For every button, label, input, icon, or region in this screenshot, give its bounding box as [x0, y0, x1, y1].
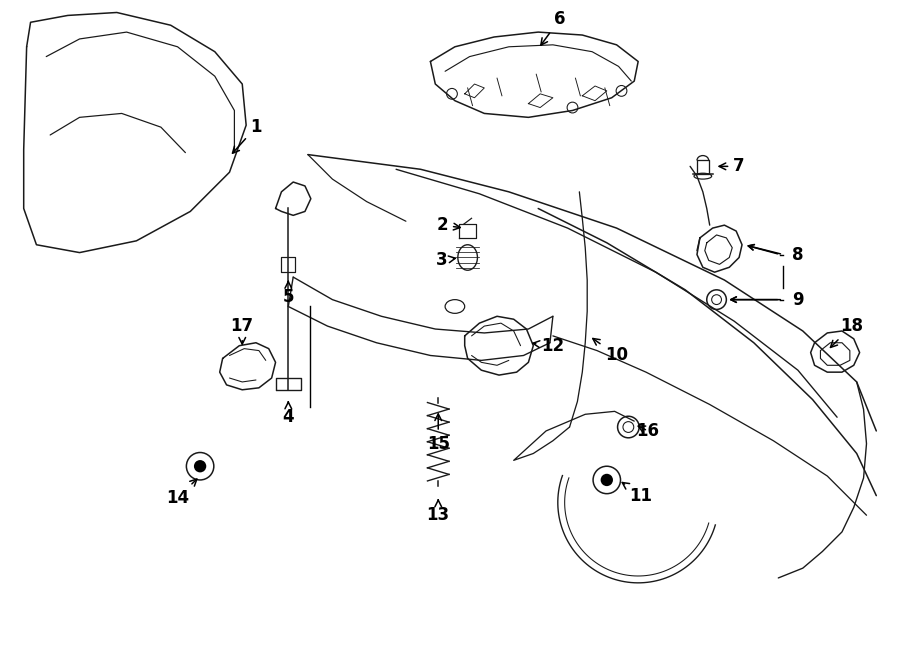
Text: 9: 9 [792, 291, 804, 309]
Text: 11: 11 [622, 483, 652, 504]
Text: 7: 7 [719, 157, 745, 175]
Text: 16: 16 [636, 422, 660, 440]
Text: 13: 13 [427, 500, 450, 524]
Circle shape [600, 474, 613, 486]
Text: 14: 14 [166, 479, 197, 506]
Circle shape [194, 460, 206, 473]
Text: 6: 6 [541, 11, 565, 45]
Text: 1: 1 [232, 118, 262, 153]
Text: 18: 18 [831, 317, 863, 348]
Text: 17: 17 [230, 317, 254, 344]
Text: 12: 12 [533, 336, 564, 355]
Text: 10: 10 [593, 338, 628, 364]
Text: 4: 4 [283, 402, 294, 426]
Text: 3: 3 [436, 251, 455, 270]
Text: 2: 2 [436, 216, 460, 234]
Text: 15: 15 [427, 414, 450, 453]
Text: 8: 8 [792, 245, 804, 264]
Text: 5: 5 [283, 282, 294, 305]
